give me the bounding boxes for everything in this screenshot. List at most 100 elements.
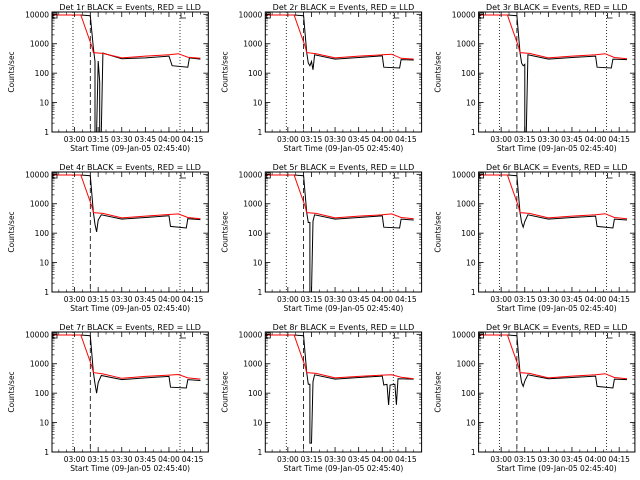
y-tick-label: 100 — [461, 389, 476, 398]
panel-title: Det 2r BLACK = Events, RED = LLD — [273, 3, 415, 12]
x-tick-label: 03:00 — [277, 295, 299, 304]
y-tick-label: 1000 — [243, 40, 262, 49]
y-tick-label: 1000 — [30, 360, 49, 369]
panel-title: Det 7r BLACK = Events, RED = LLD — [59, 323, 201, 332]
x-tick-label: 03:15 — [87, 455, 109, 464]
y-tick-label: 1 — [471, 128, 476, 137]
x-tick-label: 04:15 — [608, 455, 630, 464]
x-axis-label: Start Time (09-Jan-05 02:45:40) — [497, 304, 617, 313]
x-tick-label: 04:00 — [585, 295, 607, 304]
x-tick-label: 04:15 — [395, 135, 417, 144]
x-tick-label: 04:15 — [182, 295, 204, 304]
y-tick-label: 10000 — [238, 170, 262, 179]
events-series-line — [479, 14, 628, 133]
x-tick-label: 03:30 — [324, 295, 346, 304]
lld-series-line — [479, 174, 628, 220]
y-tick-label: 10 — [253, 419, 263, 428]
x-tick-label: 04:15 — [182, 135, 204, 144]
panel-det-9: Det 9r BLACK = Events, RED = LLD 1 10 100 10… — [434, 323, 636, 473]
panel-det-6: Det 6r BLACK = Events, RED = LLD 1 10 100 10… — [434, 163, 636, 313]
y-tick-label: 100 — [248, 69, 263, 78]
y-tick-label: 10000 — [452, 330, 476, 339]
y-tick-label: 10 — [39, 99, 49, 108]
end-marker-bracket — [607, 13, 613, 19]
panel-det-5: Det 5r BLACK = Events, RED = LLD 1 10 100 10… — [220, 163, 423, 313]
x-tick-label: 03:30 — [111, 135, 133, 144]
y-tick-label: 100 — [35, 229, 50, 238]
y-tick-label: 1 — [471, 288, 476, 297]
plot-frame — [478, 171, 636, 293]
y-tick-label: 100 — [461, 229, 476, 238]
y-tick-label: 1000 — [30, 40, 49, 49]
x-tick-label: 03:30 — [324, 455, 346, 464]
x-tick-label: 03:00 — [277, 135, 299, 144]
plot-frame — [51, 11, 209, 133]
y-axis-label: Counts/sec — [220, 371, 229, 412]
y-tick-label: 10000 — [238, 10, 262, 19]
x-tick-label: 03:15 — [301, 455, 323, 464]
panel-det-3: Det 3r BLACK = Events, RED = LLD 1 10 100 10… — [434, 3, 636, 153]
x-tick-label: 03:00 — [277, 455, 299, 464]
y-tick-label: 10000 — [25, 330, 49, 339]
plot-frame — [264, 11, 423, 133]
x-tick-label: 03:45 — [135, 295, 157, 304]
x-tick-label: 03:30 — [538, 295, 560, 304]
panel-title: Det 8r BLACK = Events, RED = LLD — [273, 323, 415, 332]
events-series-line — [265, 174, 414, 293]
y-tick-label: 100 — [35, 69, 50, 78]
panel-det-8: Det 8r BLACK = Events, RED = LLD 1 10 100 10… — [220, 323, 423, 473]
y-axis-label: Counts/sec — [7, 211, 16, 252]
y-tick-label: 1000 — [457, 200, 476, 209]
x-tick-label: 03:30 — [538, 455, 560, 464]
lld-series-line — [265, 334, 414, 380]
plot-frame — [478, 11, 636, 133]
end-marker-bracket — [180, 173, 186, 179]
panel-title: Det 1r BLACK = Events, RED = LLD — [59, 3, 201, 12]
y-axis-label: Counts/sec — [220, 211, 229, 252]
panel-det-1: Det 1r BLACK = Events, RED = LLD 1 10 100 10… — [7, 3, 209, 153]
y-tick-label: 100 — [35, 389, 50, 398]
y-tick-label: 10000 — [452, 170, 476, 179]
end-marker-bracket — [393, 333, 400, 339]
x-tick-label: 03:45 — [135, 455, 157, 464]
lld-series-line — [265, 14, 414, 60]
x-tick-label: 04:00 — [371, 295, 393, 304]
y-tick-label: 1 — [44, 128, 49, 137]
y-tick-label: 10 — [466, 259, 476, 268]
events-series-line — [52, 174, 201, 233]
y-tick-label: 1000 — [243, 360, 262, 369]
x-tick-label: 03:45 — [135, 135, 157, 144]
x-tick-label: 03:15 — [87, 295, 109, 304]
y-tick-label: 100 — [248, 389, 263, 398]
panel-title: Det 9r BLACK = Events, RED = LLD — [486, 323, 628, 332]
events-series-line — [265, 334, 414, 444]
lld-series-line — [479, 14, 628, 60]
x-tick-label: 03:45 — [348, 455, 370, 464]
y-tick-label: 1 — [258, 128, 263, 137]
y-tick-label: 1 — [258, 288, 263, 297]
x-tick-label: 03:15 — [514, 455, 536, 464]
plot-frame — [264, 331, 423, 453]
x-tick-label: 03:30 — [111, 455, 133, 464]
x-tick-label: 04:15 — [608, 135, 630, 144]
x-tick-label: 04:00 — [158, 295, 180, 304]
lld-series-line — [52, 334, 201, 380]
x-axis-label: Start Time (09-Jan-05 02:45:40) — [284, 464, 404, 473]
x-tick-label: 03:15 — [514, 295, 536, 304]
y-tick-label: 1000 — [457, 360, 476, 369]
panel-det-7: Det 7r BLACK = Events, RED = LLD 1 10 100 10… — [7, 323, 209, 473]
y-tick-label: 10 — [466, 419, 476, 428]
y-tick-label: 10000 — [238, 330, 262, 339]
y-tick-label: 10 — [253, 259, 263, 268]
x-axis-label: Start Time (09-Jan-05 02:45:40) — [70, 464, 190, 473]
plot-frame — [51, 331, 209, 453]
panel-title: Det 4r BLACK = Events, RED = LLD — [59, 163, 201, 172]
events-series-line — [52, 334, 201, 394]
x-axis-label: Start Time (09-Jan-05 02:45:40) — [497, 464, 617, 473]
x-tick-label: 03:45 — [348, 295, 370, 304]
events-series-line — [265, 14, 414, 70]
y-tick-label: 1 — [44, 448, 49, 457]
x-tick-label: 03:45 — [348, 135, 370, 144]
x-axis-label: Start Time (09-Jan-05 02:45:40) — [70, 304, 190, 313]
y-tick-label: 1000 — [457, 40, 476, 49]
